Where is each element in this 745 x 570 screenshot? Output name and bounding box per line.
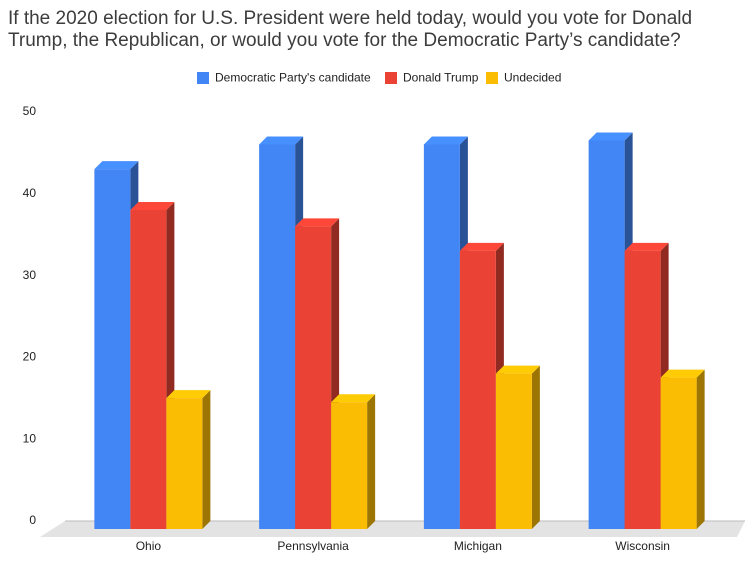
- y-tick-label: 30: [23, 268, 37, 282]
- x-tick-label: Pennsylvania: [277, 539, 349, 553]
- bar-face: [166, 390, 211, 399]
- bar: [660, 369, 705, 529]
- bar-face: [624, 250, 661, 529]
- x-tick-label: Michigan: [454, 539, 502, 553]
- bar-face: [495, 373, 532, 529]
- floor: [40, 521, 745, 537]
- bar-face: [94, 169, 131, 529]
- bar-face: [588, 132, 633, 141]
- bar-face: [660, 369, 705, 378]
- bar-face: [130, 201, 175, 210]
- bar-face: [495, 365, 540, 374]
- bar-face: [459, 242, 504, 251]
- bar-face: [459, 250, 496, 529]
- bar-face: [588, 140, 625, 529]
- bar-face: [130, 209, 167, 530]
- bar: [331, 394, 376, 529]
- bar-face: [696, 369, 705, 529]
- y-tick-label: 0: [29, 513, 36, 527]
- bar-face: [94, 161, 139, 170]
- legend-swatch: [486, 72, 498, 84]
- bar-face: [423, 136, 468, 145]
- bar-face: [202, 390, 211, 529]
- y-tick-label: 20: [23, 350, 37, 364]
- x-tick-label: Ohio: [136, 539, 162, 553]
- bar-face: [295, 226, 332, 529]
- bar-face: [259, 144, 296, 530]
- bar-face: [259, 136, 304, 145]
- bar: [495, 365, 540, 529]
- bar-face: [295, 218, 340, 227]
- bar-face: [660, 377, 697, 529]
- legend-label: Undecided: [504, 71, 561, 85]
- y-tick-label: 40: [23, 186, 37, 200]
- y-tick-label: 50: [23, 104, 37, 118]
- x-tick-label: Wisconsin: [615, 539, 670, 553]
- legend-label: Donald Trump: [403, 71, 479, 85]
- legend-swatch: [197, 72, 209, 84]
- y-tick-label: 10: [23, 431, 37, 445]
- chart-title: If the 2020 election for U.S. President …: [8, 8, 693, 51]
- bar-face: [331, 394, 376, 403]
- bar-face: [531, 365, 540, 529]
- bar-face: [423, 144, 460, 530]
- bar-face: [367, 394, 376, 529]
- bar-face: [624, 242, 669, 251]
- legend-label: Democratic Party's candidate: [215, 71, 371, 85]
- bar: [166, 390, 211, 529]
- bar-face: [166, 398, 203, 529]
- legend-swatch: [385, 72, 397, 84]
- bar-face: [331, 402, 368, 529]
